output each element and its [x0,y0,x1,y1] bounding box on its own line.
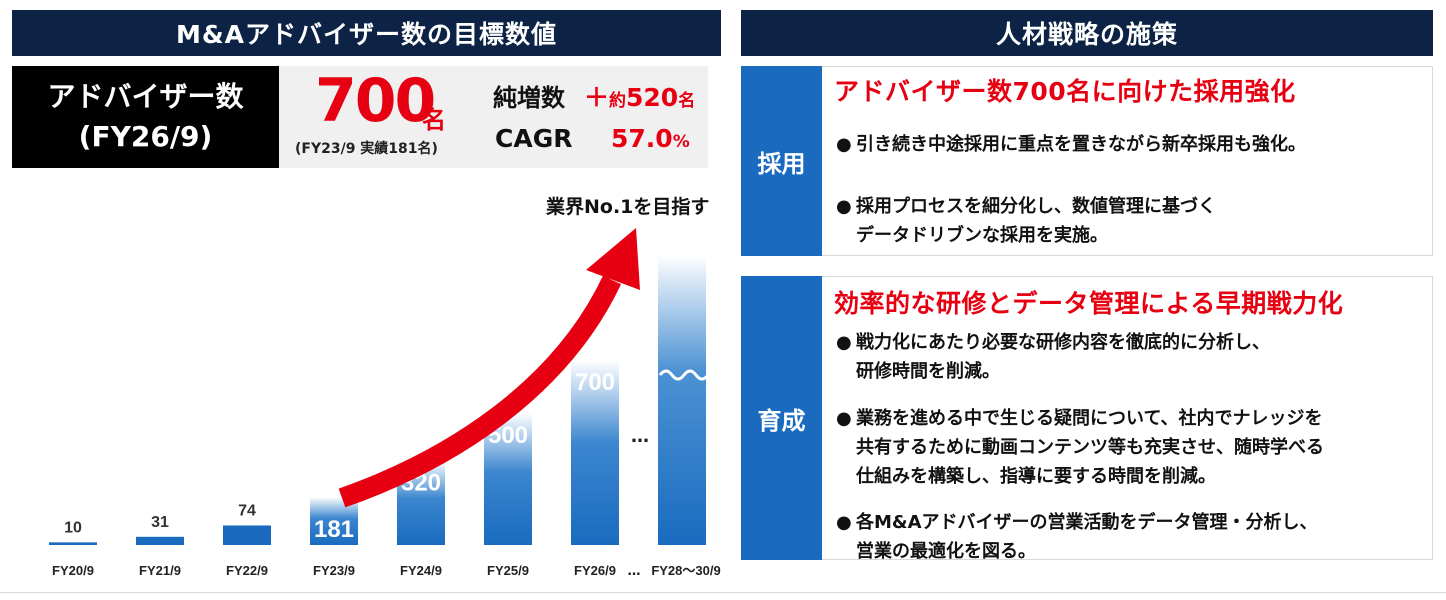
value-label-FY20/9: 10 [64,519,82,536]
bar-FY28～30/9 [658,255,706,545]
chart-target-label: 業界No.1を目指す [546,196,710,218]
recruit-bullet-1: ● 引き続き中途採用に重点を置きながら新卒採用も強化。 [836,134,1306,155]
tick-label-FY23/9: FY23/9 [313,563,355,578]
recruit-tag: 採用 [741,66,822,256]
training-title: 効率的な研修とデータ管理による早期戦力化 [834,289,1344,318]
kpi-cagr-value: 57.0% [611,124,690,153]
tick-ellipsis: … [628,564,641,579]
training-tag: 育成 [741,276,822,560]
value-label-FY26/9: 700 [575,369,615,396]
left-section-header: M&Aアドバイザー数の目標数値 [12,10,721,56]
value-label-FY23/9: 181 [314,516,354,543]
tick-label-FY25/9: FY25/9 [487,563,529,578]
tick-label-FY26/9: FY26/9 [574,563,616,578]
bar-FY21/9 [136,536,184,545]
gap-ellipsis: … [631,426,649,447]
kpi-increase-value: ＋約520名 [584,83,696,112]
kpi-label-line1: アドバイザー数 [47,80,244,113]
kpi-target-unit: 名 [422,106,446,134]
recruit-bullet-2: ● 採用プロセスを細分化し、数値管理に基づく データドリブンな採用を実施。 [836,196,1216,246]
tick-label-FY28～30/9: FY28～30/9 [651,563,720,578]
growth-arrow-head [586,228,640,290]
bar-FY25/9 [484,413,532,545]
bottom-divider [0,592,1446,593]
kpi-increase-label: 純増数 [493,84,565,112]
tick-label-FY21/9: FY21/9 [139,563,181,578]
bar-FY26/9 [571,360,619,545]
kpi-target-value: 700 [315,66,436,136]
tick-label-FY24/9: FY24/9 [400,563,442,578]
kpi-label-box: アドバイザー数 (FY26/9) [12,66,279,168]
kpi-value-box: 700 名 (FY23/9 実績181名) 純増数 ＋約520名 CAGR 57… [279,66,708,168]
tick-label-FY22/9: FY22/9 [226,563,268,578]
value-label-FY21/9: 31 [151,514,169,531]
axis-break-wave [658,369,710,381]
value-label-FY22/9: 74 [238,502,256,519]
recruit-title: アドバイザー数700名に向けた採用強化 [834,77,1296,106]
growth-arrow-shaft [338,275,622,508]
kpi-actual-note: (FY23/9 実績181名) [295,141,438,157]
training-bullet-2: ● 業務を進める中で生じる疑問について、社内でナレッジを 共有するために動画コンテ… [836,408,1324,487]
kpi-cagr-label: CAGR [495,124,573,153]
training-bullet-3: ● 各M&Aアドバイザーの営業活動をデータ管理・分析し、 営業の最適化を図る。 [836,512,1318,562]
tick-label-FY20/9: FY20/9 [52,563,94,578]
bar-FY22/9 [223,525,271,545]
kpi-label-line2: (FY26/9) [78,120,213,153]
training-bullet-1: ● 戦力化にあたり必要な研修内容を徹底的に分析し、 研修時間を削減。 [836,332,1270,382]
bar-FY20/9 [49,542,97,545]
right-section-header: 人材戦略の施策 [741,10,1433,56]
